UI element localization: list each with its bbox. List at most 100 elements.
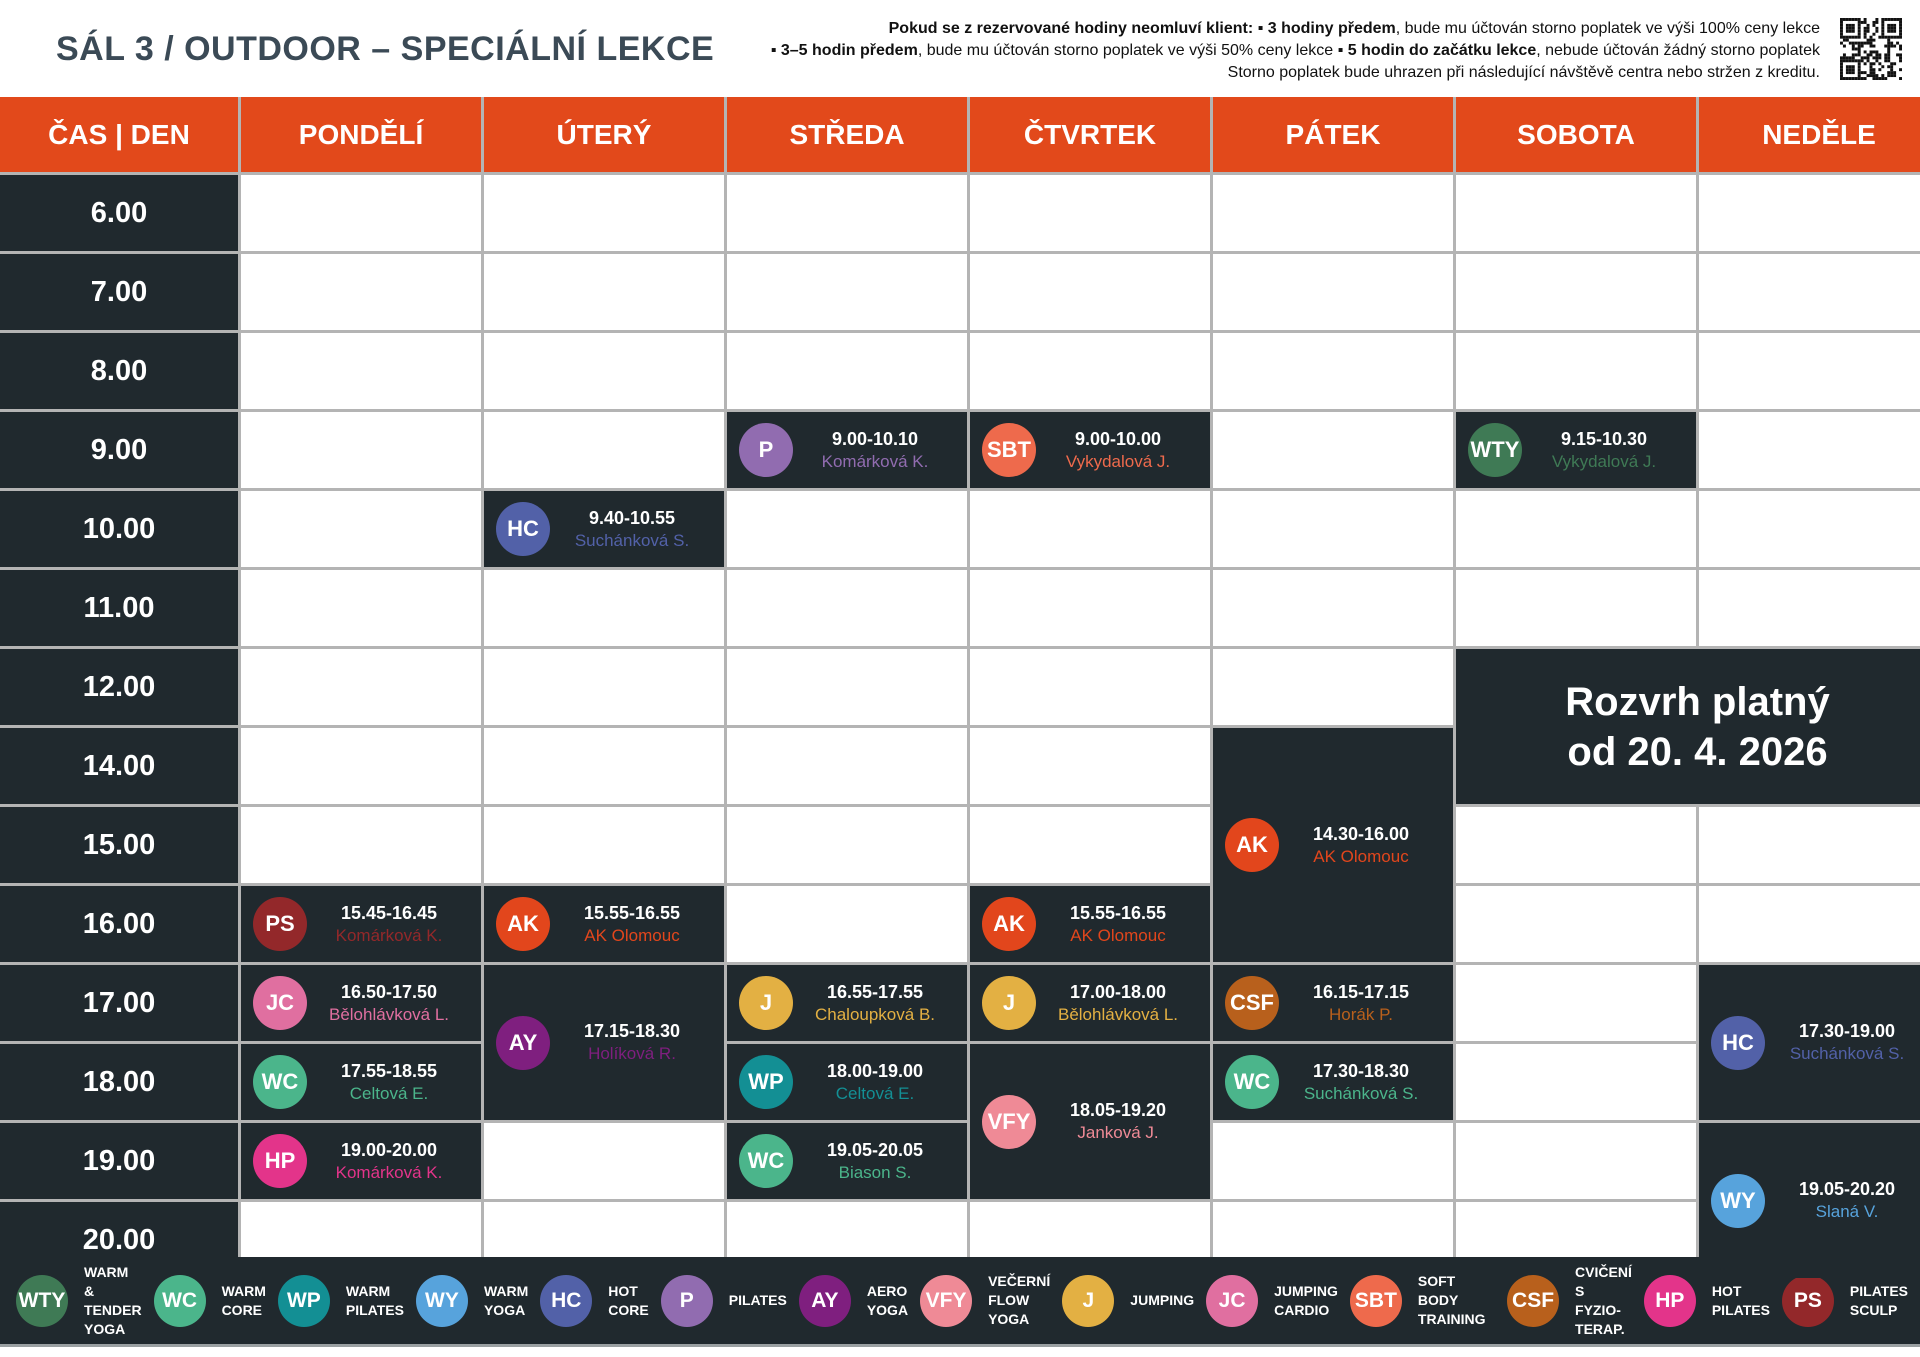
empty-slot[interactable]: [484, 728, 724, 804]
class-event[interactable]: J 17.00-18.00 Bělohlávková L.: [970, 965, 1210, 1041]
class-event[interactable]: J 16.55-17.55 Chaloupková B.: [727, 965, 967, 1041]
empty-slot[interactable]: [241, 175, 481, 251]
class-event[interactable]: AK 15.55-16.55 AK Olomouc: [970, 886, 1210, 962]
empty-slot[interactable]: [484, 254, 724, 330]
qr-code-icon[interactable]: [1840, 18, 1902, 80]
empty-slot[interactable]: [1213, 254, 1453, 330]
empty-slot[interactable]: [241, 254, 481, 330]
class-event[interactable]: WTY 9.15-10.30 Vykydalová J.: [1456, 412, 1696, 488]
empty-slot[interactable]: [241, 649, 481, 725]
empty-slot[interactable]: [970, 807, 1210, 883]
empty-slot[interactable]: [484, 1123, 724, 1199]
time-label: 17.00: [0, 965, 238, 1041]
event-text: 15.55-16.55 AK Olomouc: [550, 903, 724, 946]
notice-segment: ▪ 3 hodiny předem: [1257, 20, 1396, 37]
empty-slot[interactable]: [241, 570, 481, 646]
class-event[interactable]: WC 19.05-20.05 Biason S.: [727, 1123, 967, 1199]
empty-slot[interactable]: [727, 254, 967, 330]
empty-slot[interactable]: [1456, 570, 1696, 646]
empty-slot[interactable]: [970, 570, 1210, 646]
class-event[interactable]: CSF 16.15-17.15 Horák P.: [1213, 965, 1453, 1041]
empty-slot[interactable]: [727, 649, 967, 725]
empty-slot[interactable]: [970, 728, 1210, 804]
empty-slot[interactable]: [1456, 333, 1696, 409]
event-text: 17.30-19.00 Suchánková S.: [1765, 1021, 1920, 1064]
empty-slot[interactable]: [970, 175, 1210, 251]
empty-slot[interactable]: [727, 333, 967, 409]
empty-slot[interactable]: [484, 570, 724, 646]
empty-slot[interactable]: [1699, 333, 1920, 409]
empty-slot[interactable]: [727, 175, 967, 251]
empty-slot[interactable]: [1699, 491, 1920, 567]
legend-label: AERO YOGA: [866, 1282, 909, 1318]
event-time: 15.55-16.55: [583, 902, 681, 923]
empty-slot[interactable]: [1456, 254, 1696, 330]
class-event[interactable]: WY 19.05-20.20 Slaná V.: [1699, 1123, 1920, 1278]
empty-slot[interactable]: [1213, 333, 1453, 409]
empty-slot[interactable]: [1699, 570, 1920, 646]
empty-slot[interactable]: [241, 807, 481, 883]
class-event[interactable]: AK 15.55-16.55 AK Olomouc: [484, 886, 724, 962]
empty-slot[interactable]: [1456, 175, 1696, 251]
empty-slot[interactable]: [1456, 491, 1696, 567]
empty-slot[interactable]: [1456, 1044, 1696, 1120]
cancellation-notice: Pokud se z rezervované hodiny neomluví k…: [771, 18, 1820, 84]
empty-slot[interactable]: [1699, 886, 1920, 962]
empty-slot[interactable]: [1699, 807, 1920, 883]
empty-slot[interactable]: [970, 333, 1210, 409]
class-event[interactable]: WC 17.55-18.55 Celtová E.: [241, 1044, 481, 1120]
class-event[interactable]: WC 17.30-18.30 Suchánková S.: [1213, 1044, 1453, 1120]
empty-slot[interactable]: [1213, 649, 1453, 725]
empty-slot[interactable]: [241, 491, 481, 567]
empty-slot[interactable]: [484, 807, 724, 883]
empty-slot[interactable]: [1699, 175, 1920, 251]
empty-slot[interactable]: [727, 807, 967, 883]
class-event[interactable]: P 9.00-10.10 Komárková K.: [727, 412, 967, 488]
empty-slot[interactable]: [727, 886, 967, 962]
event-time: 9.40-10.55: [588, 507, 676, 528]
empty-slot[interactable]: [970, 491, 1210, 567]
event-instructor: Celtová E.: [835, 1083, 915, 1103]
event-instructor: Komárková K.: [335, 1162, 443, 1182]
empty-slot[interactable]: [1213, 570, 1453, 646]
class-event[interactable]: AK 14.30-16.00 AK Olomouc: [1213, 728, 1453, 962]
event-instructor: Horák P.: [1329, 1004, 1393, 1024]
class-event[interactable]: HC 9.40-10.55 Suchánková S.: [484, 491, 724, 567]
legend-label: HOT PILATES: [1711, 1282, 1770, 1318]
class-event[interactable]: HP 19.00-20.00 Komárková K.: [241, 1123, 481, 1199]
class-event[interactable]: SBT 9.00-10.00 Vykydalová J.: [970, 412, 1210, 488]
empty-slot[interactable]: [727, 570, 967, 646]
legend-badge: WY: [415, 1274, 468, 1327]
empty-slot[interactable]: [484, 175, 724, 251]
empty-slot[interactable]: [1213, 412, 1453, 488]
empty-slot[interactable]: [484, 649, 724, 725]
empty-slot[interactable]: [727, 728, 967, 804]
empty-slot[interactable]: [1213, 1123, 1453, 1199]
class-event[interactable]: HC 17.30-19.00 Suchánková S.: [1699, 965, 1920, 1120]
event-time: 19.00-20.00: [340, 1139, 438, 1160]
class-event[interactable]: WP 18.00-19.00 Celtová E.: [727, 1044, 967, 1120]
time-label: 19.00: [0, 1123, 238, 1199]
class-event[interactable]: AY 17.15-18.30 Holíková R.: [484, 965, 724, 1120]
empty-slot[interactable]: [970, 649, 1210, 725]
class-event[interactable]: VFY 18.05-19.20 Janková J.: [970, 1044, 1210, 1199]
empty-slot[interactable]: [1699, 254, 1920, 330]
empty-slot[interactable]: [1699, 412, 1920, 488]
empty-slot[interactable]: [241, 333, 481, 409]
empty-slot[interactable]: [1456, 886, 1696, 962]
empty-slot[interactable]: [727, 491, 967, 567]
empty-slot[interactable]: [1456, 965, 1696, 1041]
class-event[interactable]: JC 16.50-17.50 Bělohlávková L.: [241, 965, 481, 1041]
empty-slot[interactable]: [1456, 807, 1696, 883]
event-text: 17.30-18.30 Suchánková S.: [1279, 1061, 1453, 1104]
empty-slot[interactable]: [484, 412, 724, 488]
empty-slot[interactable]: [1456, 1123, 1696, 1199]
empty-slot[interactable]: [1213, 491, 1453, 567]
empty-slot[interactable]: [241, 412, 481, 488]
empty-slot[interactable]: [970, 254, 1210, 330]
schedule-grid: ČAS | DEN PONDĚLÍ ÚTERÝ STŘEDA ČTVRTEK PÁTEK S…: [0, 97, 1920, 1278]
empty-slot[interactable]: [241, 728, 481, 804]
empty-slot[interactable]: [1213, 175, 1453, 251]
class-event[interactable]: PS 15.45-16.45 Komárková K.: [241, 886, 481, 962]
empty-slot[interactable]: [484, 333, 724, 409]
